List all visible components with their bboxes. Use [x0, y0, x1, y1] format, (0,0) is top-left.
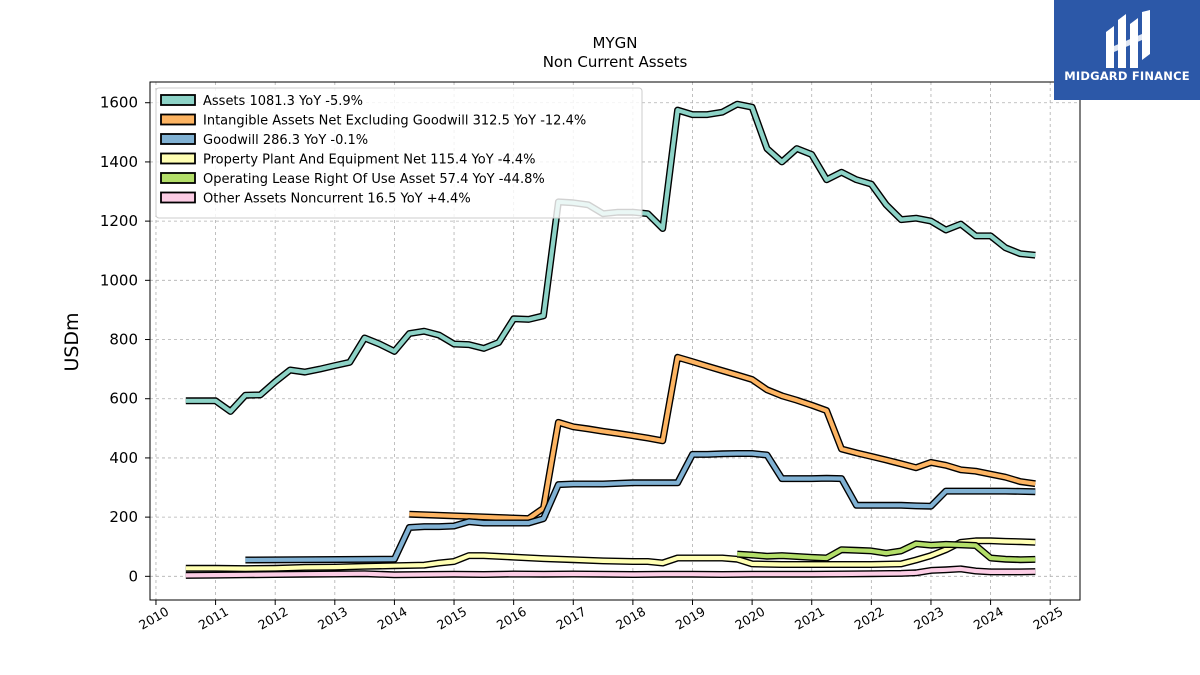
series-line [185, 566, 1036, 578]
legend-swatch [160, 94, 196, 106]
legend-swatch [160, 172, 196, 184]
x-tick-label: 2014 [375, 604, 410, 633]
series-line [409, 355, 1036, 521]
y-tick-label: 200 [109, 508, 138, 526]
x-tick-label: 2024 [971, 604, 1006, 633]
x-tick-label: 2020 [732, 604, 767, 633]
x-tick-label: 2012 [255, 604, 290, 633]
plot-frame [149, 81, 1081, 601]
x-tick-label: 2025 [1030, 604, 1065, 633]
x-tick-label: 2016 [494, 604, 529, 633]
y-axis-ticks: 0 200 400 600 800 1000 1200 1400 1600 [100, 94, 150, 585]
series-line [245, 451, 1036, 563]
x-tick-label: 2010 [136, 604, 171, 633]
x-axis-ticks: 2010 2011 2012 2013 2014 2015 2016 2017 2018 2019… [136, 600, 1065, 633]
chart-subtitle: Non Current Assets [543, 53, 688, 71]
legend-entry: Other Assets Noncurrent 16.5 YoY +4.4% [203, 192, 471, 207]
series-line [185, 538, 1036, 571]
legend-swatch [160, 133, 196, 145]
y-axis-label: USDm [61, 312, 83, 371]
brand-logo: MIDGARD FINANCE [1054, 0, 1200, 100]
x-tick-label: 2015 [434, 604, 469, 633]
y-tick-label: 400 [109, 449, 138, 467]
legend-swatch [160, 191, 196, 204]
y-tick-label: 800 [109, 331, 138, 349]
x-tick-label: 2021 [792, 604, 827, 633]
y-tick-label: 600 [109, 390, 138, 408]
x-tick-label: 2011 [196, 604, 231, 633]
legend-swatch [160, 113, 196, 126]
legend-entry: Assets 1081.3 YoY -5.9% [203, 94, 363, 109]
legend-entry: Operating Lease Right Of Use Asset 57.4 … [203, 172, 545, 187]
y-tick-label: 1400 [100, 153, 138, 171]
legend-entry: Property Plant And Equipment Net 115.4 Y… [203, 153, 536, 168]
series-line [737, 541, 1036, 562]
x-tick-label: 2013 [315, 604, 350, 633]
y-tick-label: 1600 [100, 94, 138, 112]
x-tick-label: 2017 [553, 604, 588, 633]
legend-box [155, 87, 643, 219]
x-tick-label: 2022 [852, 604, 887, 633]
legend-swatch [160, 152, 196, 165]
x-tick-label: 2018 [613, 604, 648, 633]
brand-logo-text: MIDGARD FINANCE [1064, 69, 1190, 83]
brand-logo-mark [1106, 10, 1150, 68]
legend-entry: Intangible Assets Net Excluding Goodwill… [203, 114, 586, 129]
y-tick-label: 0 [128, 567, 138, 585]
legend: Assets 1081.3 YoY -5.9% Intangible Assets… [155, 87, 643, 219]
x-tick-label: 2019 [673, 604, 708, 633]
x-tick-label: 2023 [911, 604, 946, 633]
legend-entry: Goodwill 286.3 YoY -0.1% [203, 133, 368, 148]
chart-title: MYGN [593, 34, 638, 52]
y-tick-label: 1200 [100, 212, 138, 230]
y-tick-label: 1000 [100, 271, 138, 289]
